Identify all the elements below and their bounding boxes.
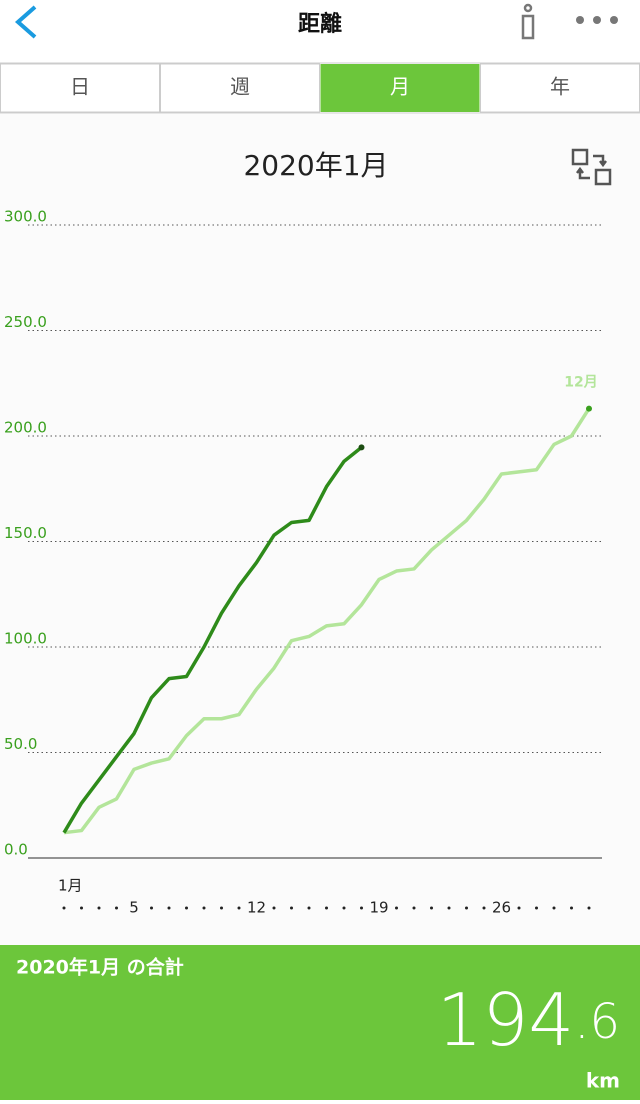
- x-dot: [202, 906, 206, 910]
- x-tick-label: 12: [247, 899, 266, 917]
- x-dot: [535, 906, 538, 910]
- x-dot: [237, 906, 241, 910]
- x-dot: [150, 906, 153, 910]
- end-point: [358, 444, 365, 451]
- x-dot: [395, 906, 398, 910]
- x-dot: [587, 906, 591, 910]
- chart-title: 2020年1月: [243, 149, 388, 182]
- swap-button[interactable]: [571, 148, 612, 186]
- x-dot: [272, 906, 276, 910]
- summary-panel: [0, 945, 640, 1100]
- x-dot: [570, 906, 573, 910]
- x-dot: [360, 906, 363, 910]
- x-dot: [447, 906, 451, 910]
- x-dot: [167, 906, 171, 910]
- chart-area: [0, 114, 640, 945]
- y-tick-label: 100.0: [4, 630, 47, 648]
- x-dot: [412, 906, 416, 910]
- summary-total: 194.6: [437, 978, 620, 1062]
- x-dot: [307, 906, 311, 910]
- x-dot: [342, 906, 346, 910]
- x-dot: [430, 906, 433, 910]
- x-dot: [97, 906, 101, 910]
- tab-label: 月: [390, 75, 410, 99]
- summary-label: 2020年1月 の合計: [16, 956, 184, 979]
- end-point: [586, 405, 592, 412]
- x-dot: [185, 906, 188, 910]
- series-line: [62, 446, 363, 834]
- tab-label: 日: [70, 75, 90, 99]
- y-tick-label: 300.0: [4, 208, 47, 226]
- tab-label: 週: [230, 75, 250, 99]
- x-tick-label: 5: [129, 899, 139, 917]
- y-tick-label: 0.0: [4, 841, 28, 859]
- y-tick-label: 250.0: [4, 313, 47, 331]
- series-label: 12月: [564, 375, 597, 391]
- tab-label: 年: [550, 75, 570, 99]
- series-line: [63, 407, 591, 835]
- y-tick-label: 150.0: [4, 524, 47, 542]
- y-tick-label: 200.0: [4, 419, 47, 437]
- x-dot: [290, 906, 293, 910]
- x-tick-label: 19: [369, 899, 388, 917]
- info-button[interactable]: [521, 3, 535, 40]
- summary-unit: km: [586, 1069, 620, 1093]
- x-tick-label: 1月: [58, 877, 83, 895]
- x-dot: [482, 906, 486, 910]
- tab[interactable]: [160, 63, 320, 113]
- back-button[interactable]: [14, 5, 37, 39]
- x-dot: [465, 906, 468, 910]
- x-tick-label: 26: [492, 899, 511, 917]
- x-dot: [62, 906, 66, 910]
- tab[interactable]: [480, 63, 640, 113]
- x-dot: [115, 906, 118, 910]
- x-dot: [325, 906, 328, 910]
- more-button[interactable]: [576, 16, 618, 24]
- tab[interactable]: [320, 64, 480, 112]
- y-tick-label: 50.0: [4, 735, 37, 753]
- tab[interactable]: [0, 63, 160, 113]
- x-dot: [552, 906, 556, 910]
- x-dot: [220, 906, 223, 910]
- screen-title: 距離: [298, 11, 342, 37]
- x-dot: [517, 906, 521, 910]
- x-dot: [80, 906, 83, 910]
